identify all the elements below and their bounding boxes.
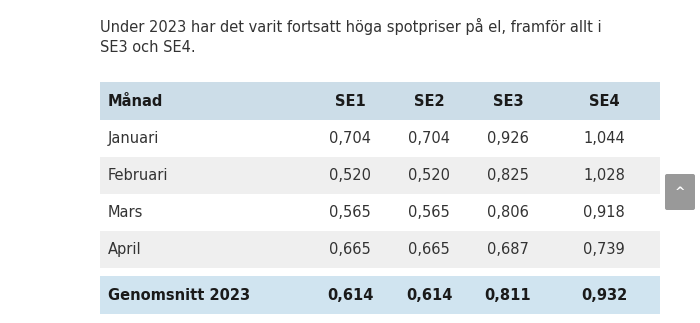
Text: ^: ^ [675,185,685,199]
Text: 0,704: 0,704 [408,131,450,146]
Text: 0,614: 0,614 [327,287,373,303]
Text: 0,565: 0,565 [408,205,450,220]
Text: April: April [108,242,141,257]
Bar [100,194,660,231]
Text: Månad: Månad [108,93,163,109]
Text: 0,520: 0,520 [329,168,371,183]
Text: 0,520: 0,520 [408,168,450,183]
FancyBboxPatch shape [665,174,695,210]
Bar [100,82,660,120]
Text: Under 2023 har det varit fortsatt höga spotpriser på el, framför allt i: Under 2023 har det varit fortsatt höga s… [100,18,601,35]
Text: SE4: SE4 [589,93,620,109]
Text: Februari: Februari [108,168,169,183]
Text: 0,806: 0,806 [487,205,529,220]
Text: SE1: SE1 [335,93,365,109]
Text: 1,044: 1,044 [583,131,625,146]
Text: 0,932: 0,932 [581,287,627,303]
Text: 0,825: 0,825 [487,168,529,183]
Bar [100,157,660,194]
Text: 0,614: 0,614 [406,287,452,303]
Text: 0,739: 0,739 [583,242,625,257]
Text: 1,028: 1,028 [583,168,625,183]
Text: 0,565: 0,565 [329,205,371,220]
Text: SE3: SE3 [493,93,524,109]
Text: 0,926: 0,926 [487,131,529,146]
Bar [100,120,660,157]
Text: 0,918: 0,918 [583,205,625,220]
Bar [100,276,660,314]
Text: 0,665: 0,665 [329,242,371,257]
Text: SE3 och SE4.: SE3 och SE4. [100,40,195,55]
Text: Mars: Mars [108,205,144,220]
Text: 0,665: 0,665 [408,242,450,257]
Text: 0,811: 0,811 [484,287,531,303]
Text: 0,687: 0,687 [487,242,529,257]
Text: SE2: SE2 [414,93,444,109]
Text: Januari: Januari [108,131,160,146]
Bar [100,231,660,268]
Text: Genomsnitt 2023: Genomsnitt 2023 [108,287,250,303]
Text: 0,704: 0,704 [329,131,371,146]
